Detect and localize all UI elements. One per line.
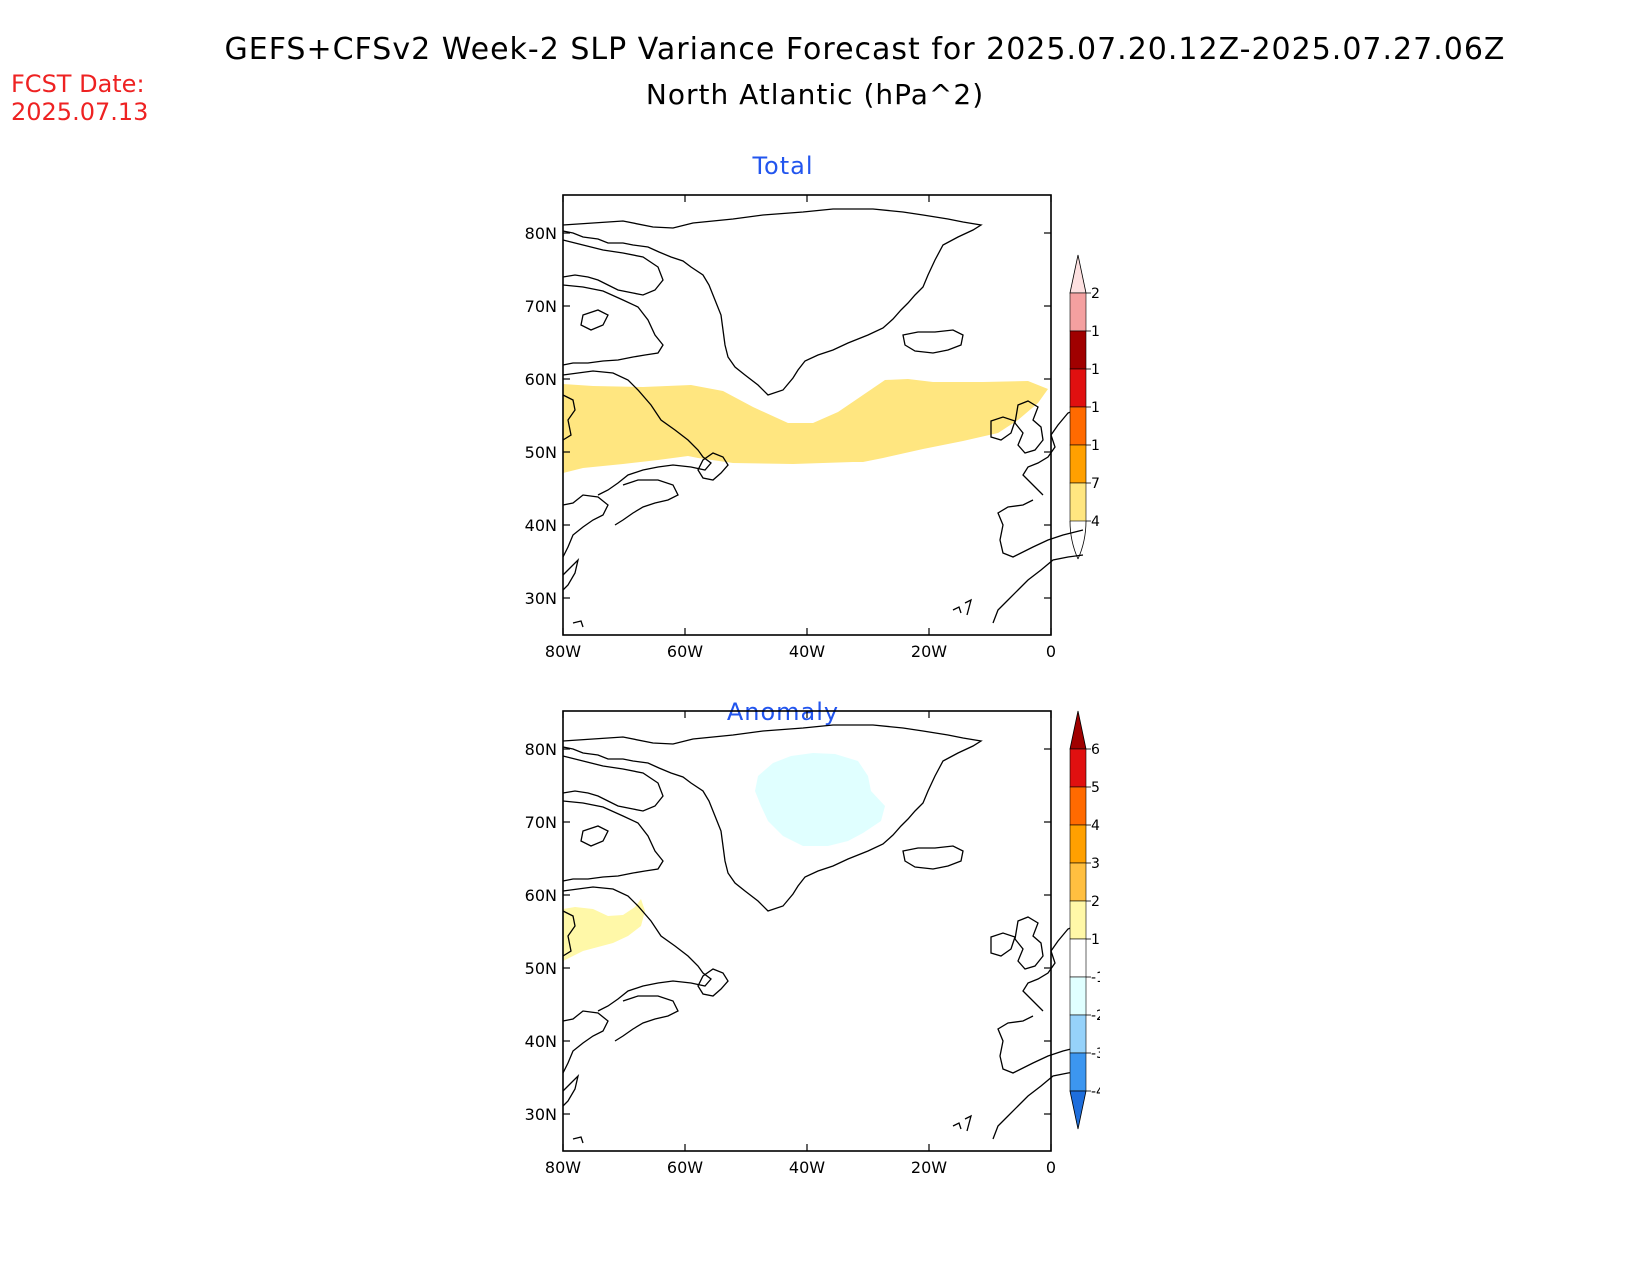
coastlines xyxy=(562,208,1084,628)
colorbar-total-label: 40 xyxy=(1091,514,1100,530)
colorbar-total-box xyxy=(1069,444,1087,484)
colorbar-total-label: 100 xyxy=(1091,438,1100,454)
lat-tick-label: 70N xyxy=(525,813,557,832)
colorbar-anomaly-label: 10 xyxy=(1091,932,1100,948)
colorbar-anomaly-label: 50 xyxy=(1091,780,1100,796)
lat-tick-label: 70N xyxy=(525,297,557,316)
colorbar-anomaly-label: -20 xyxy=(1091,1008,1100,1024)
map-panel-total: 80N 70N 60N 50N 40N 30N 80W 60W 40W 20W 0 220 190 16… xyxy=(525,194,1100,661)
panel-title-anomaly: Anomaly xyxy=(726,698,840,726)
colorbar-anomaly-label: 60 xyxy=(1091,742,1100,758)
colorbar-anomaly-label: 30 xyxy=(1091,856,1100,872)
lon-tick-label: 60W xyxy=(667,1158,703,1177)
lon-tick-label: 80W xyxy=(545,1158,581,1177)
colorbar-total-label: 160 xyxy=(1091,362,1100,378)
colorbar-anomaly-box xyxy=(1069,900,1087,940)
colorbar-total-label: 130 xyxy=(1091,400,1100,416)
colorbar-anomaly-label: 20 xyxy=(1091,894,1100,910)
lat-tick-label: 80N xyxy=(525,740,557,759)
colorbar-anomaly-box xyxy=(1069,748,1087,788)
colorbar-anomaly-box xyxy=(1069,1014,1087,1054)
axis-ticks-total: 80N 70N 60N 50N 40N 30N 80W 60W 40W 20W 0 xyxy=(525,195,1056,661)
map-panel-anomaly: 80N 70N 60N 50N 40N 30N 80W 60W 40W 20W 0 60 50 40 30… xyxy=(525,710,1100,1177)
panel-title-total: Total xyxy=(752,152,814,180)
colorbar-total-box xyxy=(1069,406,1087,446)
lon-tick-label: 20W xyxy=(911,642,947,661)
colorbar-anomaly-box xyxy=(1069,938,1087,978)
anomaly-positive-area xyxy=(563,899,645,961)
colorbar-total-box xyxy=(1069,368,1087,408)
colorbar-total-label: 220 xyxy=(1091,286,1100,302)
lat-tick-label: 40N xyxy=(525,1032,557,1051)
colorbar-total-box xyxy=(1069,330,1087,370)
colorbar-total-box xyxy=(1069,482,1087,522)
lat-tick-label: 40N xyxy=(525,516,557,535)
colorbar-anomaly-label: -30 xyxy=(1091,1046,1100,1062)
colorbar-anomaly-label: 40 xyxy=(1091,818,1100,834)
lon-tick-label: 40W xyxy=(789,1158,825,1177)
axis-ticks-anomaly: 80N 70N 60N 50N 40N 30N 80W 60W 40W 20W 0 xyxy=(525,711,1056,1177)
lat-tick-label: 50N xyxy=(525,959,557,978)
lon-tick-label: 0 xyxy=(1046,1158,1056,1177)
colorbar-anomaly-box xyxy=(1069,862,1087,902)
fcst-date-value: 2025.07.13 xyxy=(11,98,149,126)
colorbar-anomaly-box xyxy=(1069,824,1087,864)
colorbar-anomaly-box xyxy=(1069,976,1087,1016)
colorbar-anomaly-box xyxy=(1069,1052,1087,1092)
colorbar-total-triangle xyxy=(1069,254,1087,294)
colorbar-anomaly-bottom-triangle xyxy=(1069,1090,1087,1130)
lon-tick-label: 40W xyxy=(789,642,825,661)
lon-tick-label: 0 xyxy=(1046,642,1056,661)
map-subtitle: North Atlantic (hPa^2) xyxy=(645,78,985,111)
colorbar-total-box xyxy=(1069,292,1087,332)
lon-tick-label: 60W xyxy=(667,642,703,661)
lat-tick-label: 30N xyxy=(525,589,557,608)
colorbar-anomaly-label: -10 xyxy=(1091,970,1100,986)
lon-tick-label: 20W xyxy=(911,1158,947,1177)
colorbar-total-label: 190 xyxy=(1091,324,1100,340)
fcst-date-label: FCST Date: xyxy=(11,70,145,98)
colorbar-anomaly-top-triangle xyxy=(1069,710,1087,750)
colorbar-anomaly-box xyxy=(1069,786,1087,826)
lat-tick-label: 60N xyxy=(525,370,557,389)
colorbar-total: 220 190 160 130 100 70 40 xyxy=(1069,254,1100,560)
lat-tick-label: 60N xyxy=(525,886,557,905)
lat-tick-label: 80N xyxy=(525,224,557,243)
total-variance-band xyxy=(563,379,1048,473)
lon-tick-label: 80W xyxy=(545,642,581,661)
map-title: GEFS+CFSv2 Week-2 SLP Variance Forecast … xyxy=(224,32,1506,67)
colorbar-anomaly: 60 50 40 30 20 10 -10 -20 -30 -40 xyxy=(1069,710,1100,1130)
colorbar-total-label: 70 xyxy=(1091,476,1100,492)
lat-tick-label: 30N xyxy=(525,1105,557,1124)
colorbar-anomaly-label: -40 xyxy=(1091,1084,1100,1100)
lat-tick-label: 50N xyxy=(525,443,557,462)
anomaly-negative-area xyxy=(755,753,885,846)
